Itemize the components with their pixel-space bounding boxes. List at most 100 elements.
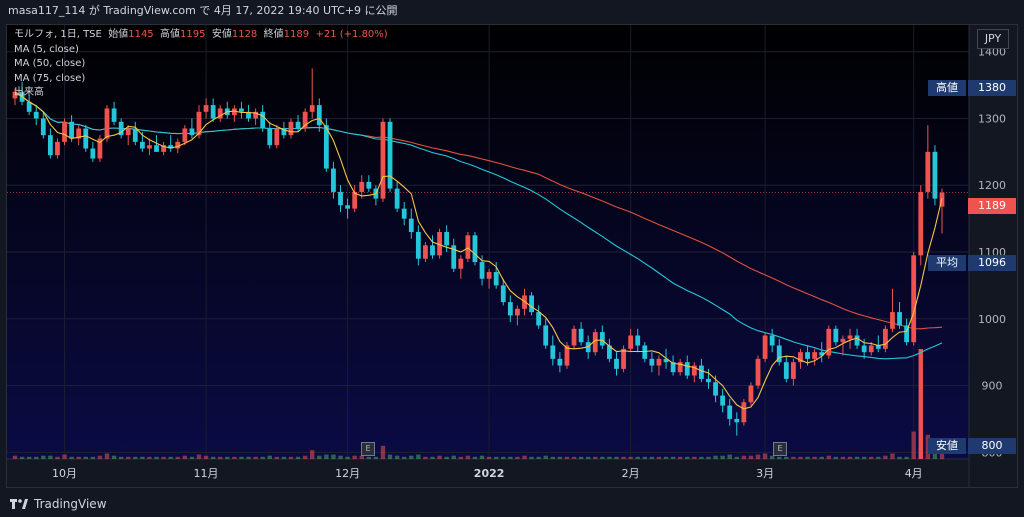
legend-ma50[interactable]: MA (50, close) — [14, 58, 86, 69]
legend-volume[interactable]: 出来高 — [14, 87, 44, 98]
volume-bar — [126, 456, 131, 459]
candle-body — [12, 91, 18, 99]
candle-body — [253, 111, 258, 119]
legend-low-value: 1128 — [231, 29, 258, 40]
volume-bar — [854, 456, 860, 459]
legend-close-value: 1189 — [283, 29, 310, 40]
grid-lines — [7, 25, 969, 459]
earnings-badge-2[interactable]: E — [773, 442, 787, 456]
earnings-badge-1[interactable]: E — [361, 442, 375, 456]
volume-bar — [225, 456, 230, 459]
candle-body — [62, 121, 67, 142]
volume-bar — [26, 456, 32, 459]
candle-body — [465, 235, 471, 259]
volume-bar — [83, 456, 88, 459]
candle-body — [239, 108, 244, 112]
candle-body — [798, 352, 803, 363]
candle-body — [309, 105, 315, 112]
legend-symbol[interactable]: モルフォ, 1日, TSE — [14, 29, 102, 40]
candle-body — [691, 365, 697, 376]
volume-bar — [288, 456, 294, 459]
candle-body — [847, 335, 853, 339]
volume-bar — [833, 456, 839, 459]
candle-body — [217, 108, 223, 119]
volume-bar — [239, 456, 244, 459]
legend-high-label: 高値 — [160, 29, 181, 40]
volume-bar — [755, 454, 761, 459]
time-tick-label: 3月 — [756, 467, 774, 480]
volume-bar — [769, 455, 775, 459]
candle-body — [267, 128, 273, 146]
low-marker-value: 800 — [968, 438, 1016, 454]
volume-bar — [486, 456, 492, 459]
volume-bar — [656, 456, 662, 459]
legend-ma5[interactable]: MA (5, close) — [14, 43, 79, 55]
volume-bar — [564, 456, 570, 459]
volume-bar — [663, 456, 669, 459]
tradingview-brand[interactable]: TradingView — [34, 497, 107, 511]
volume-bar — [812, 456, 817, 459]
volume-bar — [508, 456, 513, 459]
candle-body — [635, 335, 641, 346]
candle-body — [69, 121, 75, 139]
candle-body — [557, 358, 563, 366]
time-axis-background — [7, 459, 969, 487]
price-chart[interactable]: 80090010001100120013001400 10月11月12月2022… — [7, 25, 1017, 487]
candle-body — [415, 231, 421, 259]
volume-bar — [175, 456, 180, 459]
volume-bar — [338, 455, 343, 459]
candle-body — [649, 358, 655, 366]
volume-bar — [791, 456, 796, 459]
author-name[interactable]: masa117_114 — [8, 4, 86, 17]
volume-bar — [826, 455, 831, 459]
volume-bar — [925, 434, 931, 459]
last-price-value: 1189 — [968, 198, 1016, 214]
candle-body — [607, 345, 612, 359]
price-tick-label: 1000 — [978, 313, 1006, 326]
volume-bar — [522, 455, 527, 459]
volume-bar — [593, 456, 598, 459]
volume-bar — [267, 455, 272, 459]
volume-bars — [12, 349, 945, 459]
volume-bar — [458, 456, 464, 459]
candle-body — [734, 418, 740, 423]
volume-bar — [161, 456, 166, 459]
candle-body — [833, 328, 839, 343]
volume-bar — [585, 456, 591, 459]
volume-bar — [642, 456, 647, 459]
volume-bar — [260, 456, 265, 459]
candle-body — [338, 191, 343, 206]
volume-bar — [670, 456, 676, 459]
volume-bar — [939, 452, 945, 459]
candle-body — [628, 335, 634, 349]
candle-body — [246, 111, 251, 119]
candles — [7, 68, 969, 436]
time-tick-label: 10月 — [52, 467, 77, 480]
candle-body — [210, 105, 216, 119]
candle-body — [925, 151, 931, 192]
volume-bar — [345, 456, 350, 459]
candle-body — [826, 328, 832, 356]
candle-body — [154, 145, 159, 152]
candle-body — [875, 345, 881, 349]
volume-bar — [232, 456, 237, 459]
candle-body — [670, 362, 676, 373]
candle-body — [904, 325, 910, 343]
candle-body — [366, 181, 372, 189]
candle-body — [571, 328, 577, 346]
candle-body — [762, 335, 768, 359]
candle-body — [854, 335, 860, 346]
legend-ma75[interactable]: MA (75, close) — [14, 72, 86, 84]
candle-body — [196, 111, 202, 136]
candle-body — [182, 128, 188, 142]
volume-bar — [253, 456, 258, 459]
chart-frame[interactable]: 80090010001100120013001400 10月11月12月2022… — [6, 24, 1018, 488]
volume-bar — [90, 456, 96, 459]
volume-bar — [571, 456, 577, 459]
volume-bar — [34, 456, 39, 459]
volume-bar — [734, 456, 739, 459]
candle-body — [40, 118, 46, 136]
currency-button[interactable]: JPY — [977, 29, 1009, 49]
volume-bar — [876, 456, 881, 459]
volume-bar — [118, 456, 124, 459]
